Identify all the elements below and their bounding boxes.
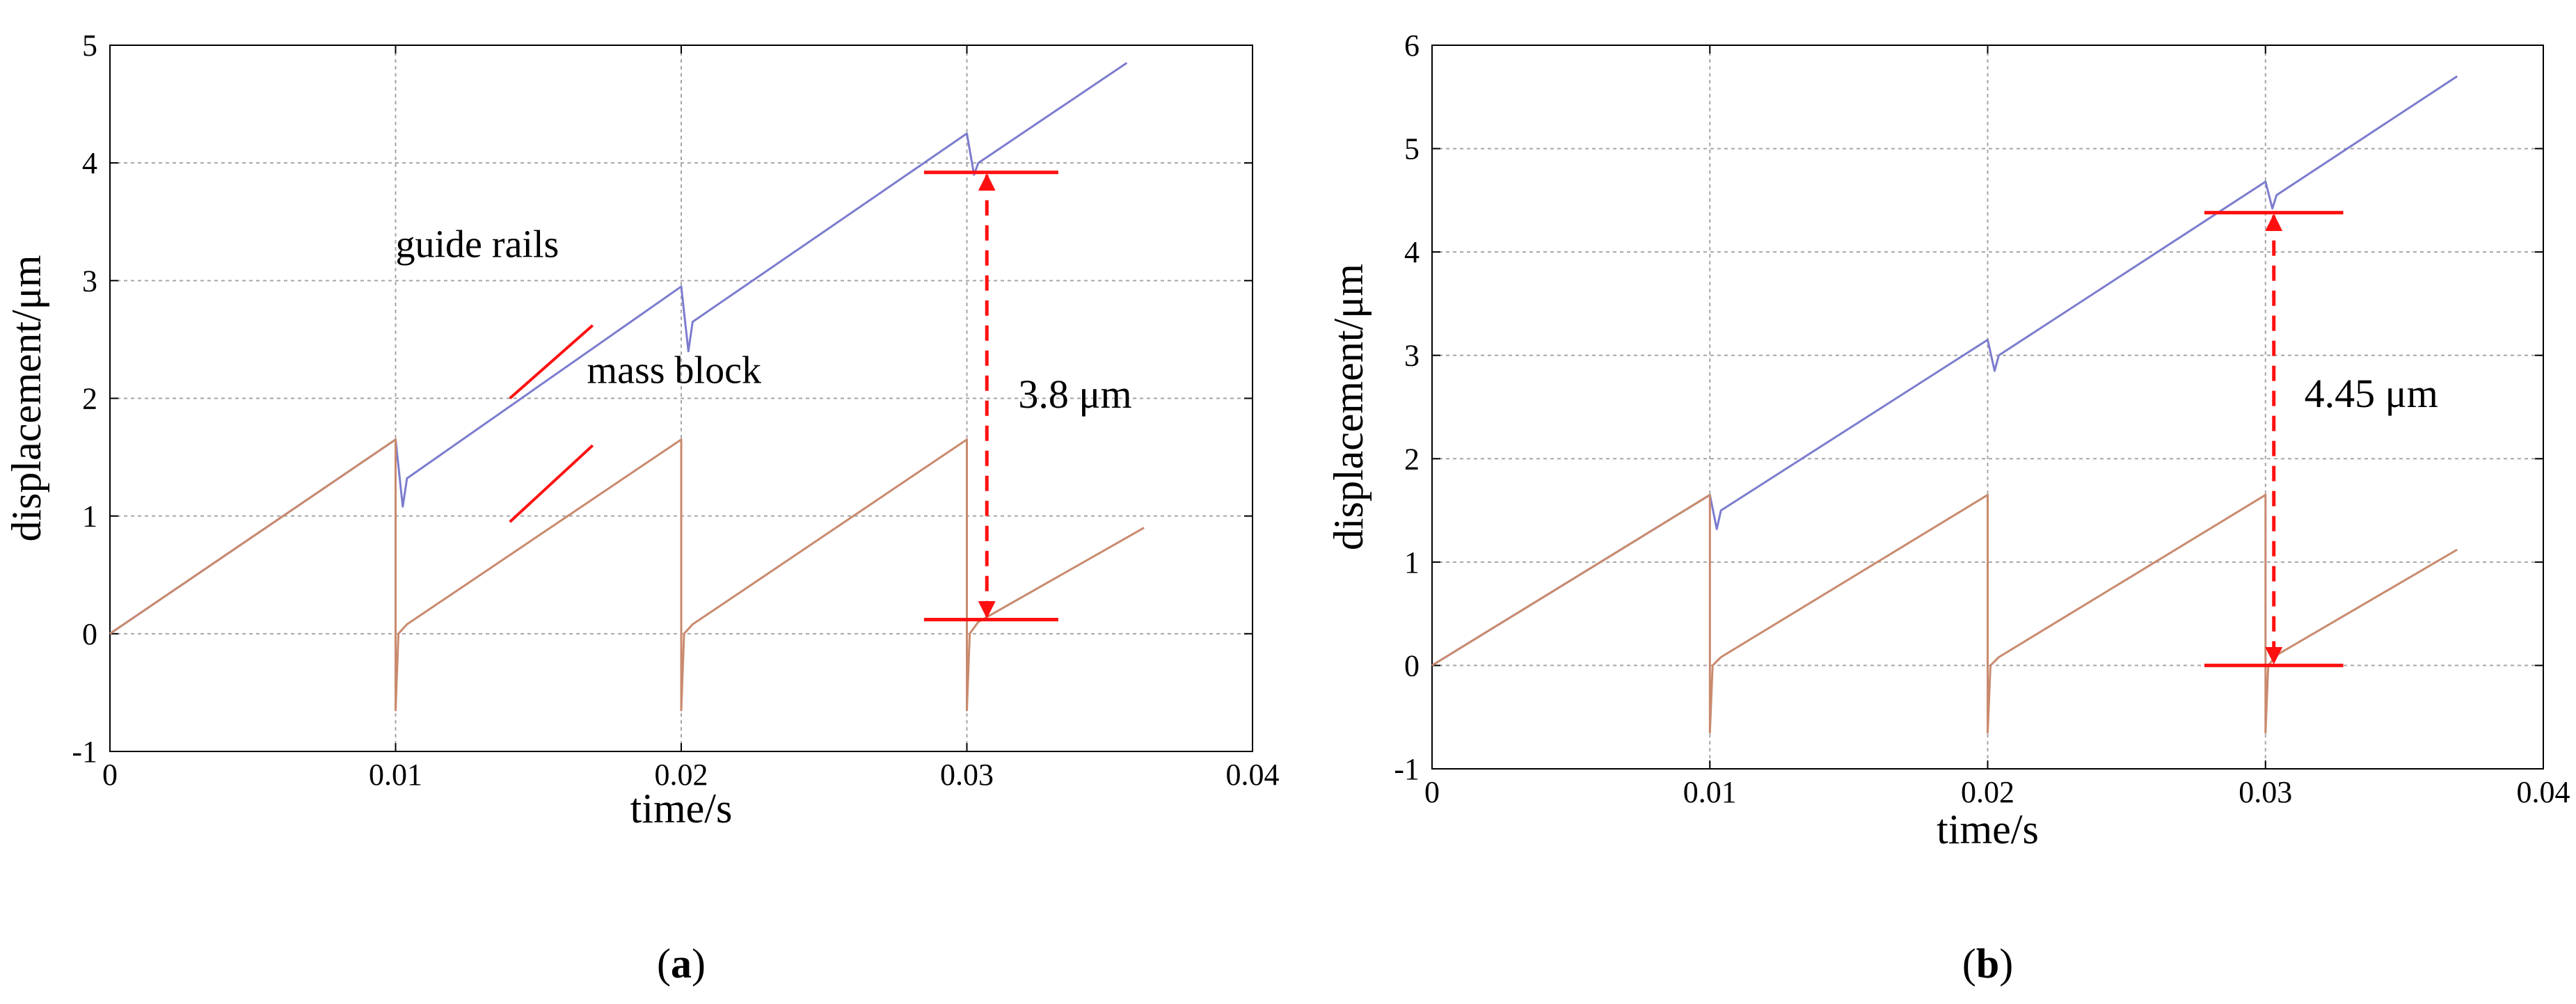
y-tick-label-7: 6 (1404, 29, 1420, 63)
x-tick-label-3: 0.03 (2239, 775, 2292, 809)
series-label-mass-block: mass block (587, 349, 761, 392)
y-tick-label-6: 5 (1404, 132, 1420, 166)
series-pointer-guide-rails (509, 324, 594, 400)
x-axis-label: time/s (1937, 806, 2039, 852)
series-label-guide-rails: guide rails (396, 223, 559, 266)
chart-panel-a: 0 0.01 0.02 0.03 0.04-1012345time/sdisplacem… (3, 29, 1280, 987)
y-tick-label-4: 3 (1404, 339, 1420, 373)
x-tick-label-3: 0.03 (940, 758, 994, 792)
y-tick-label-5: 4 (1404, 235, 1420, 269)
panel-label-letter: a (671, 941, 692, 987)
y-tick-label-2: 1 (1404, 545, 1420, 580)
difference-label: 3.8 μm (1018, 372, 1131, 417)
series-line-guide-rails (1431, 75, 2458, 667)
x-tick-label-2: 0.02 (655, 758, 708, 792)
x-tick-label-0: 0 (1424, 775, 1440, 809)
chart-panel-b: 0 0.01 0.02 0.03 0.04-10123456time/sdisplace… (1326, 29, 2570, 987)
series-pointer-mass-block (509, 444, 594, 523)
panel-label-letter: b (1976, 941, 1999, 987)
series-line-mass-block (109, 438, 1145, 712)
y-tick-label-2: 1 (82, 500, 97, 534)
y-tick-label-5: 4 (82, 146, 97, 180)
x-tick-label-2: 0.02 (1961, 775, 2014, 809)
x-tick-label-0: 0 (102, 758, 118, 792)
y-tick-label-3: 2 (82, 382, 97, 416)
y-tick-label-0: -1 (1394, 752, 1420, 786)
x-tick-label-1: 0.01 (1683, 775, 1737, 809)
x-axis-label: time/s (630, 786, 733, 831)
panel-label-close-paren: ) (692, 941, 706, 987)
y-tick-label-1: 0 (1404, 648, 1420, 683)
y-tick-label-1: 0 (82, 617, 97, 651)
y-tick-label-0: -1 (72, 735, 97, 769)
panel-label-close-paren: ) (1999, 941, 2013, 987)
x-tick-label-4: 0.04 (1226, 758, 1280, 792)
y-axis-label: displacement/μm (1326, 264, 1372, 550)
y-tick-label-6: 5 (82, 29, 97, 63)
panel-label: (b) (1962, 941, 2013, 987)
y-tick-label-3: 2 (1404, 442, 1420, 476)
y-tick-label-4: 3 (82, 264, 97, 298)
panel-label: (a) (657, 941, 706, 987)
x-tick-label-4: 0.04 (2517, 775, 2570, 809)
panel-label-open-paren: ( (1962, 941, 1976, 987)
difference-label: 4.45 μm (2305, 371, 2438, 416)
y-axis-label: displacement/μm (3, 255, 49, 541)
x-tick-label-1: 0.01 (369, 758, 422, 792)
panel-label-open-paren: ( (657, 941, 671, 987)
series-line-mass-block (1431, 493, 2458, 734)
